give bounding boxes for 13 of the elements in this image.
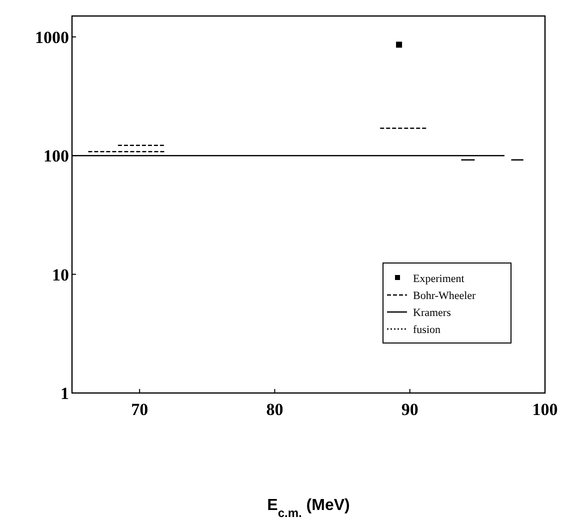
x-tick-label: 90 — [401, 400, 418, 419]
legend-label: Bohr-Wheeler — [413, 290, 476, 302]
legend-label: Experiment — [413, 273, 464, 285]
x-axis-title: E$_{c.m.}$ (MeV) — [267, 497, 350, 520]
legend-label: fusion — [413, 324, 441, 336]
y-tick-label: 10 — [52, 265, 69, 284]
y-tick-label: 1000 — [35, 28, 69, 47]
x-tick-label: 70 — [131, 400, 148, 419]
x-tick-label: 100 — [532, 400, 558, 419]
y-tick-label: 100 — [44, 146, 69, 166]
y-tick-label: 1 — [60, 384, 69, 403]
x-tick-label: 80 — [266, 400, 284, 419]
legend-label: Kramers — [413, 307, 451, 319]
